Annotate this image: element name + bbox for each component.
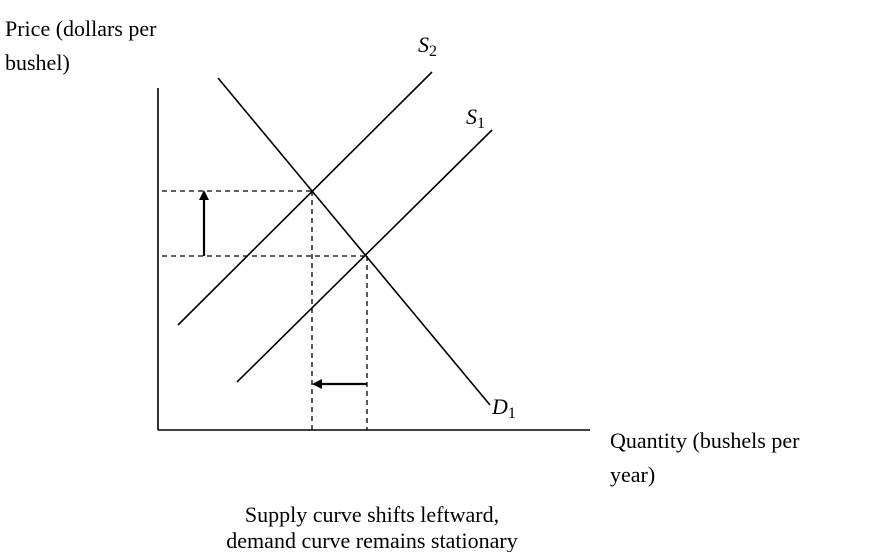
y-axis-label: bushel)	[5, 50, 70, 75]
curve-letter: S	[418, 32, 429, 57]
y-axis-label: Price (dollars per	[5, 16, 157, 41]
curve-label: S2	[418, 32, 437, 60]
curve-label: S1	[466, 104, 485, 132]
supply-curve-2	[177, 71, 433, 326]
caption: Supply curve shifts leftward,	[245, 502, 499, 527]
demand-curve	[217, 77, 491, 406]
curve-letter: D	[491, 394, 508, 419]
curve-subscript: 1	[508, 405, 516, 422]
curve-label: D1	[491, 394, 516, 422]
x-axis-label: Quantity (bushels per	[610, 428, 800, 453]
x-axis-label: year)	[610, 462, 655, 487]
curve-subscript: 1	[477, 115, 485, 132]
caption: demand curve remains stationary	[226, 528, 517, 552]
curve-letter: S	[466, 104, 477, 129]
curve-subscript: 2	[429, 43, 437, 60]
